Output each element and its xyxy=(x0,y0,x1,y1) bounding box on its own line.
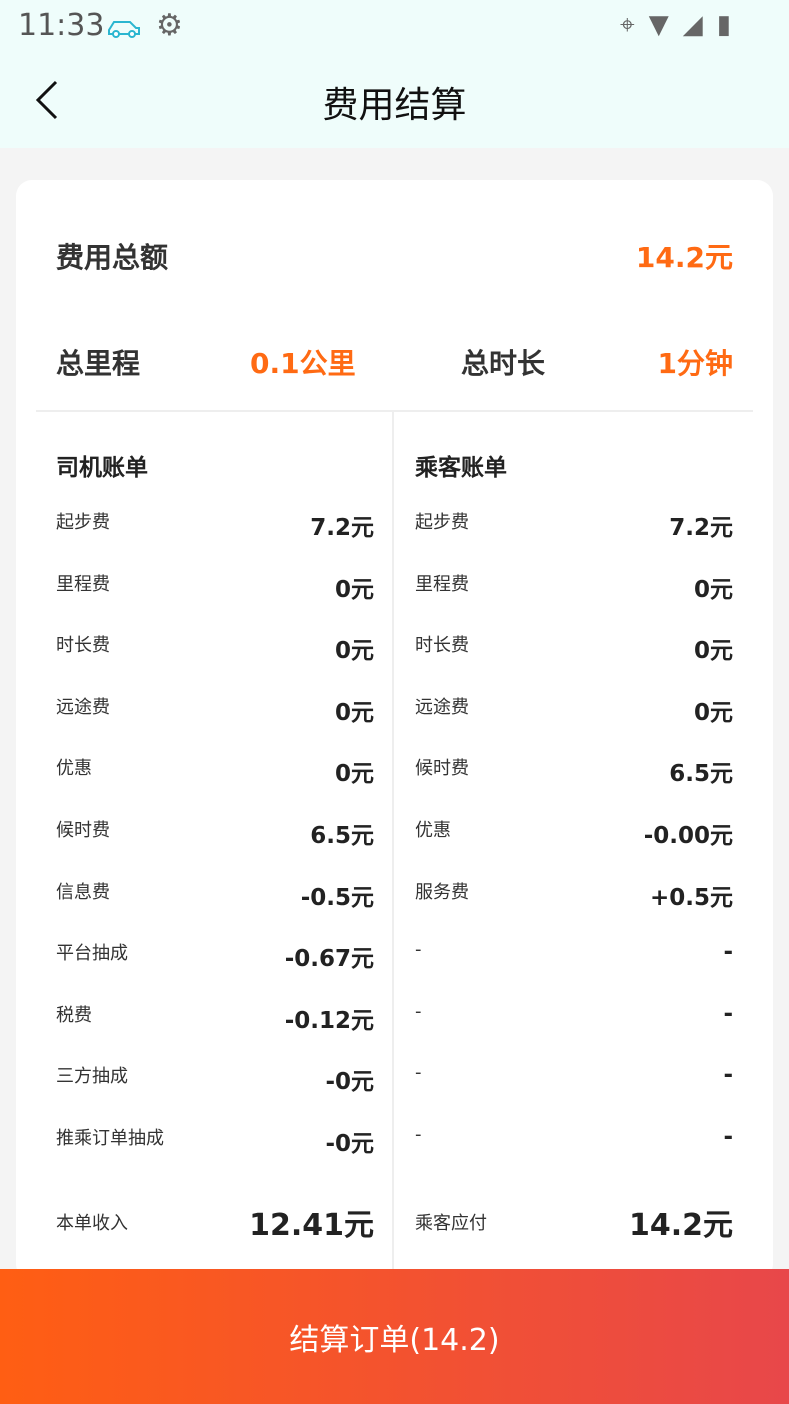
bill-item-label: - xyxy=(415,1000,422,1022)
page-title: 费用结算 xyxy=(322,85,467,126)
bill-item-value: -0.12元 xyxy=(284,1007,374,1034)
bill-item-label: 候时费 xyxy=(415,758,469,780)
bill-item-value: -0元 xyxy=(325,1069,374,1096)
bill-item-value: - xyxy=(723,1062,733,1089)
bill-row: 信息费 -0.5元 xyxy=(56,878,374,940)
bill-row: 候时费 6.5元 xyxy=(56,816,374,878)
bill-row: 起步费 7.2元 xyxy=(415,508,733,570)
bill-item-value: 0元 xyxy=(693,699,733,726)
signal-icon: ◢ xyxy=(682,10,703,40)
bill-item-value: -0.00元 xyxy=(643,822,733,849)
battery-icon: ▮ xyxy=(716,10,731,40)
settings-gear-icon: ⚙ xyxy=(156,8,183,43)
total-fee-value: 14.2元 xyxy=(635,241,733,274)
bill-item-value: -0.67元 xyxy=(284,946,374,973)
bill-row: 时长费 0元 xyxy=(56,631,374,693)
bill-item-value: -0.5元 xyxy=(300,884,374,911)
bill-item-label: 推乘订单抽成 xyxy=(56,1127,164,1149)
bill-item-label: - xyxy=(415,1123,422,1145)
bill-item-label: - xyxy=(415,1062,422,1084)
bill-item-label: 起步费 xyxy=(415,512,469,533)
bill-row: 起步费 7.2元 xyxy=(56,508,374,570)
bill-item-value: 6.5元 xyxy=(310,822,374,849)
passenger-bill: 乘客账单 起步费 7.2元 里程费 0元 时长费 0元 远途费 0元 候时费 6.5元 优惠 -0.0… xyxy=(415,412,733,1244)
distance-label: 总里程 xyxy=(56,347,141,380)
bill-row: 税费 -0.12元 xyxy=(56,1001,374,1063)
bill-item-label: 候时费 xyxy=(56,819,110,841)
bill-row: 服务费 +0.5元 xyxy=(415,878,733,940)
bill-item-label: 优惠 xyxy=(56,758,92,780)
bill-total-label: 乘客应付 xyxy=(415,1212,487,1234)
bill-item-label: 平台抽成 xyxy=(56,943,128,965)
bill-row: 远途费 0元 xyxy=(415,693,733,755)
divider xyxy=(36,410,753,412)
bill-row: -- xyxy=(415,939,733,1001)
bill-item-label: - xyxy=(415,939,422,961)
passenger-bill-title: 乘客账单 xyxy=(415,455,507,481)
bill-item-value: 6.5元 xyxy=(669,761,733,788)
bill-item-value: 7.2元 xyxy=(669,515,733,541)
bill-item-label: 里程费 xyxy=(56,573,110,595)
bill-item-value: +0.5元 xyxy=(649,884,733,911)
bill-row: 里程费 0元 xyxy=(415,570,733,632)
bill-row: 里程费 0元 xyxy=(56,570,374,632)
bill-total: 乘客应付 14.2元 xyxy=(415,1200,733,1244)
status-time: 11:33 xyxy=(18,8,105,43)
bill-item-value: 0元 xyxy=(334,761,374,788)
bill-item-value: 0元 xyxy=(334,638,374,665)
bill-item-label: 里程费 xyxy=(415,573,469,595)
bill-item-label: 服务费 xyxy=(415,881,469,903)
divider xyxy=(392,412,394,1280)
bill-row: -- xyxy=(415,1124,733,1186)
bill-item-label: 信息费 xyxy=(56,881,110,903)
back-chevron-icon[interactable] xyxy=(32,80,72,120)
bill-item-value: 0元 xyxy=(693,638,733,665)
bill-item-value: - xyxy=(723,939,733,966)
location-icon: ⌖ xyxy=(620,10,635,40)
bill-item-value: -0元 xyxy=(325,1130,374,1157)
settle-order-button[interactable]: 结算订单(14.2) xyxy=(0,1269,789,1404)
wifi-icon: ▼ xyxy=(648,10,669,40)
bill-row: -- xyxy=(415,1001,733,1063)
bill-total-value: 14.2元 xyxy=(628,1207,733,1243)
bill-row: 候时费 6.5元 xyxy=(415,754,733,816)
bill-row: 远途费 0元 xyxy=(56,693,374,755)
bill-item-value: 0元 xyxy=(334,576,374,603)
bill-item-label: 远途费 xyxy=(56,696,110,718)
settlement-card: 费用总额 14.2元 总里程 0.1公里 总时长 1分钟 司机账单 起步费 7.2… xyxy=(16,180,773,1280)
bill-item-label: 时长费 xyxy=(415,635,469,657)
bill-item-label: 远途费 xyxy=(415,696,469,718)
bill-item-label: 三方抽成 xyxy=(56,1066,128,1088)
bill-row: -- xyxy=(415,1062,733,1124)
driver-bill: 司机账单 起步费 7.2元 里程费 0元 时长费 0元 远途费 0元 优惠 0元 候时费 6.5元 信息… xyxy=(56,412,374,1244)
total-fee-label: 费用总额 xyxy=(56,241,169,274)
bill-row: 三方抽成 -0元 xyxy=(56,1062,374,1124)
driver-bill-title: 司机账单 xyxy=(56,455,148,481)
bill-item-value: - xyxy=(723,1123,733,1150)
duration-label: 总时长 xyxy=(461,347,546,380)
bill-row: 时长费 0元 xyxy=(415,631,733,693)
top-bar: 11:33 ⚙ ⌖ ▼ ◢ ▮ 费用结算 xyxy=(0,0,789,148)
bill-item-value: 0元 xyxy=(334,699,374,726)
bill-total: 本单收入 12.41元 xyxy=(56,1200,374,1244)
bill-item-label: 起步费 xyxy=(56,512,110,533)
bill-item-value: 0元 xyxy=(693,576,733,603)
bill-item-label: 优惠 xyxy=(415,819,451,841)
bill-item-value: 7.2元 xyxy=(310,515,374,541)
bill-item-value: - xyxy=(723,1000,733,1027)
bill-row: 优惠 0元 xyxy=(56,754,374,816)
app-car-icon xyxy=(108,21,140,38)
bill-row: 平台抽成 -0.67元 xyxy=(56,939,374,1001)
bill-total-value: 12.41元 xyxy=(249,1207,374,1243)
duration-value: 1分钟 xyxy=(657,347,733,380)
bill-item-label: 税费 xyxy=(56,1004,92,1026)
bill-total-label: 本单收入 xyxy=(56,1212,128,1234)
bill-item-label: 时长费 xyxy=(56,635,110,657)
distance-value: 0.1公里 xyxy=(250,347,356,380)
bill-row: 优惠 -0.00元 xyxy=(415,816,733,878)
bill-row: 推乘订单抽成 -0元 xyxy=(56,1124,374,1186)
